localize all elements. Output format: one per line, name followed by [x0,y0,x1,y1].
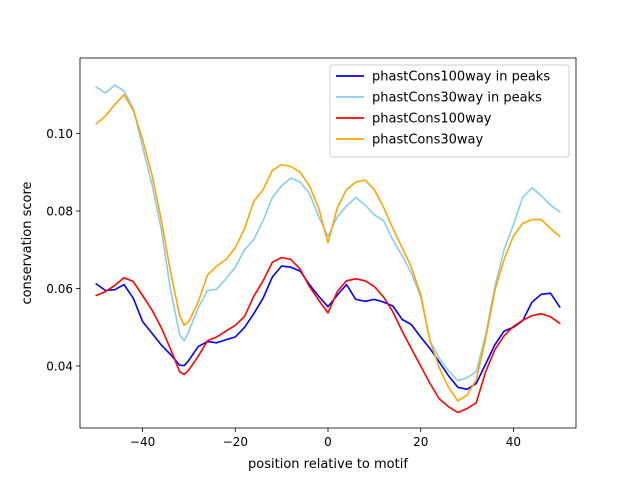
series-line-3 [95,94,561,402]
x-axis-label: position relative to motif [248,457,408,472]
legend-box [329,64,570,158]
y-axis-label: conservation score [20,181,35,304]
legend: phastCons100way in peaks phastCons30way i… [329,64,570,158]
series-line-2 [95,256,561,414]
x-tick-label: 40 [506,435,521,449]
y-tick-label: 0.06 [46,282,73,296]
y-axis-ticks: 0.04 0.06 0.08 0.10 [46,127,80,374]
legend-label-3: phastCons30way [372,133,484,148]
plot-lines [95,84,561,414]
legend-label-2: phastCons100way [372,112,492,127]
x-tick-label: −40 [130,435,155,449]
x-tick-label: 0 [324,435,332,449]
x-tick-label: −20 [223,435,248,449]
y-tick-label: 0.08 [46,205,73,219]
x-axis-ticks: −40 −20 0 20 40 [130,428,521,449]
y-tick-label: 0.10 [46,127,73,141]
x-tick-label: 20 [413,435,428,449]
legend-label-0: phastCons100way in peaks [372,70,550,85]
y-tick-label: 0.04 [46,360,73,374]
legend-label-1: phastCons30way in peaks [372,91,542,106]
